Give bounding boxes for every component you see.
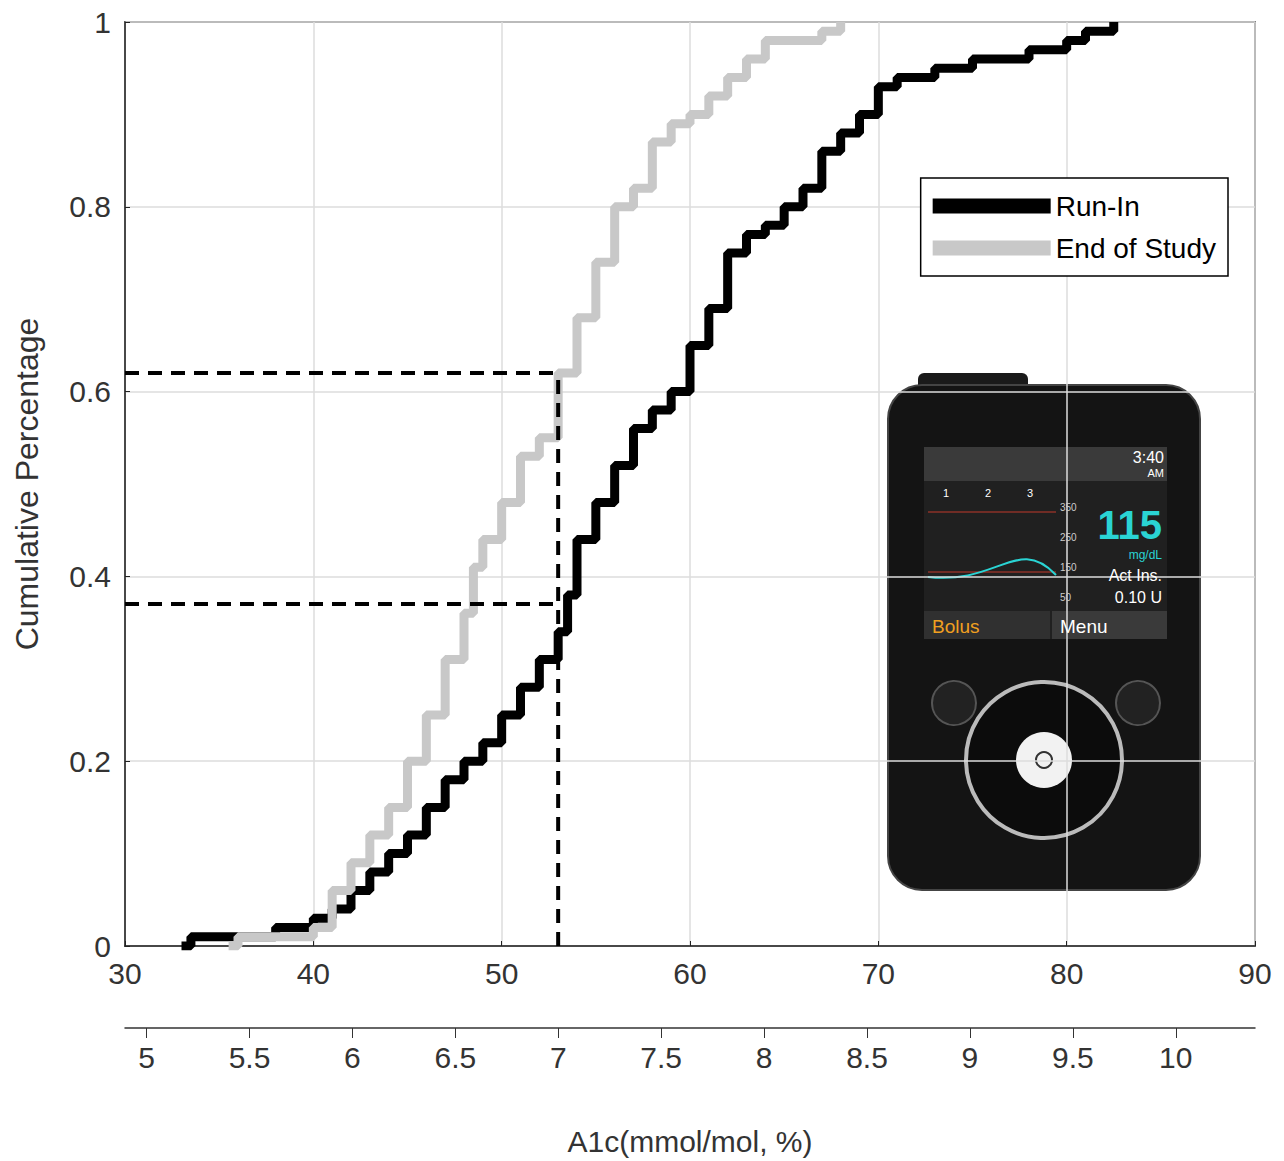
svg-text:70: 70 — [862, 957, 895, 990]
svg-text:6.5: 6.5 — [434, 1041, 476, 1074]
svg-text:0.10 U: 0.10 U — [1115, 589, 1162, 606]
svg-text:1: 1 — [943, 487, 949, 499]
svg-text:A1c(mmol/mol, %): A1c(mmol/mol, %) — [567, 1125, 812, 1158]
svg-text:Act Ins.: Act Ins. — [1109, 567, 1162, 584]
svg-text:mg/dL: mg/dL — [1129, 548, 1163, 562]
svg-text:7: 7 — [550, 1041, 567, 1074]
svg-text:40: 40 — [297, 957, 330, 990]
svg-text:9.5: 9.5 — [1052, 1041, 1094, 1074]
svg-text:350: 350 — [1060, 502, 1077, 513]
svg-text:7.5: 7.5 — [640, 1041, 682, 1074]
svg-text:9: 9 — [962, 1041, 979, 1074]
svg-text:1: 1 — [94, 6, 111, 39]
svg-text:90: 90 — [1238, 957, 1271, 990]
svg-text:0.2: 0.2 — [69, 745, 111, 778]
svg-text:8.5: 8.5 — [846, 1041, 888, 1074]
svg-text:Bolus: Bolus — [932, 616, 980, 637]
svg-text:6: 6 — [344, 1041, 361, 1074]
svg-text:8: 8 — [756, 1041, 773, 1074]
svg-text:10: 10 — [1159, 1041, 1192, 1074]
svg-text:Cumulative Percentage: Cumulative Percentage — [9, 318, 45, 651]
svg-text:0.8: 0.8 — [69, 190, 111, 223]
svg-text:250: 250 — [1060, 532, 1077, 543]
svg-text:60: 60 — [673, 957, 706, 990]
svg-text:0: 0 — [94, 929, 111, 963]
svg-text:5.5: 5.5 — [229, 1041, 271, 1074]
svg-text:150: 150 — [1060, 562, 1077, 573]
svg-text:Run-In: Run-In — [1056, 191, 1140, 222]
svg-text:0.4: 0.4 — [69, 560, 111, 593]
svg-text:30: 30 — [108, 957, 141, 990]
svg-text:Menu: Menu — [1060, 616, 1108, 637]
svg-text:3: 3 — [1027, 487, 1033, 499]
svg-text:AM: AM — [1148, 467, 1165, 479]
svg-text:3:40: 3:40 — [1133, 449, 1164, 466]
svg-text:115: 115 — [1097, 503, 1162, 547]
svg-text:80: 80 — [1050, 957, 1083, 990]
svg-text:0.6: 0.6 — [69, 375, 111, 408]
svg-text:2: 2 — [985, 487, 991, 499]
svg-text:5: 5 — [138, 1041, 155, 1074]
svg-text:50: 50 — [1060, 592, 1072, 603]
svg-text:50: 50 — [485, 957, 518, 990]
svg-text:End of Study: End of Study — [1056, 233, 1216, 264]
